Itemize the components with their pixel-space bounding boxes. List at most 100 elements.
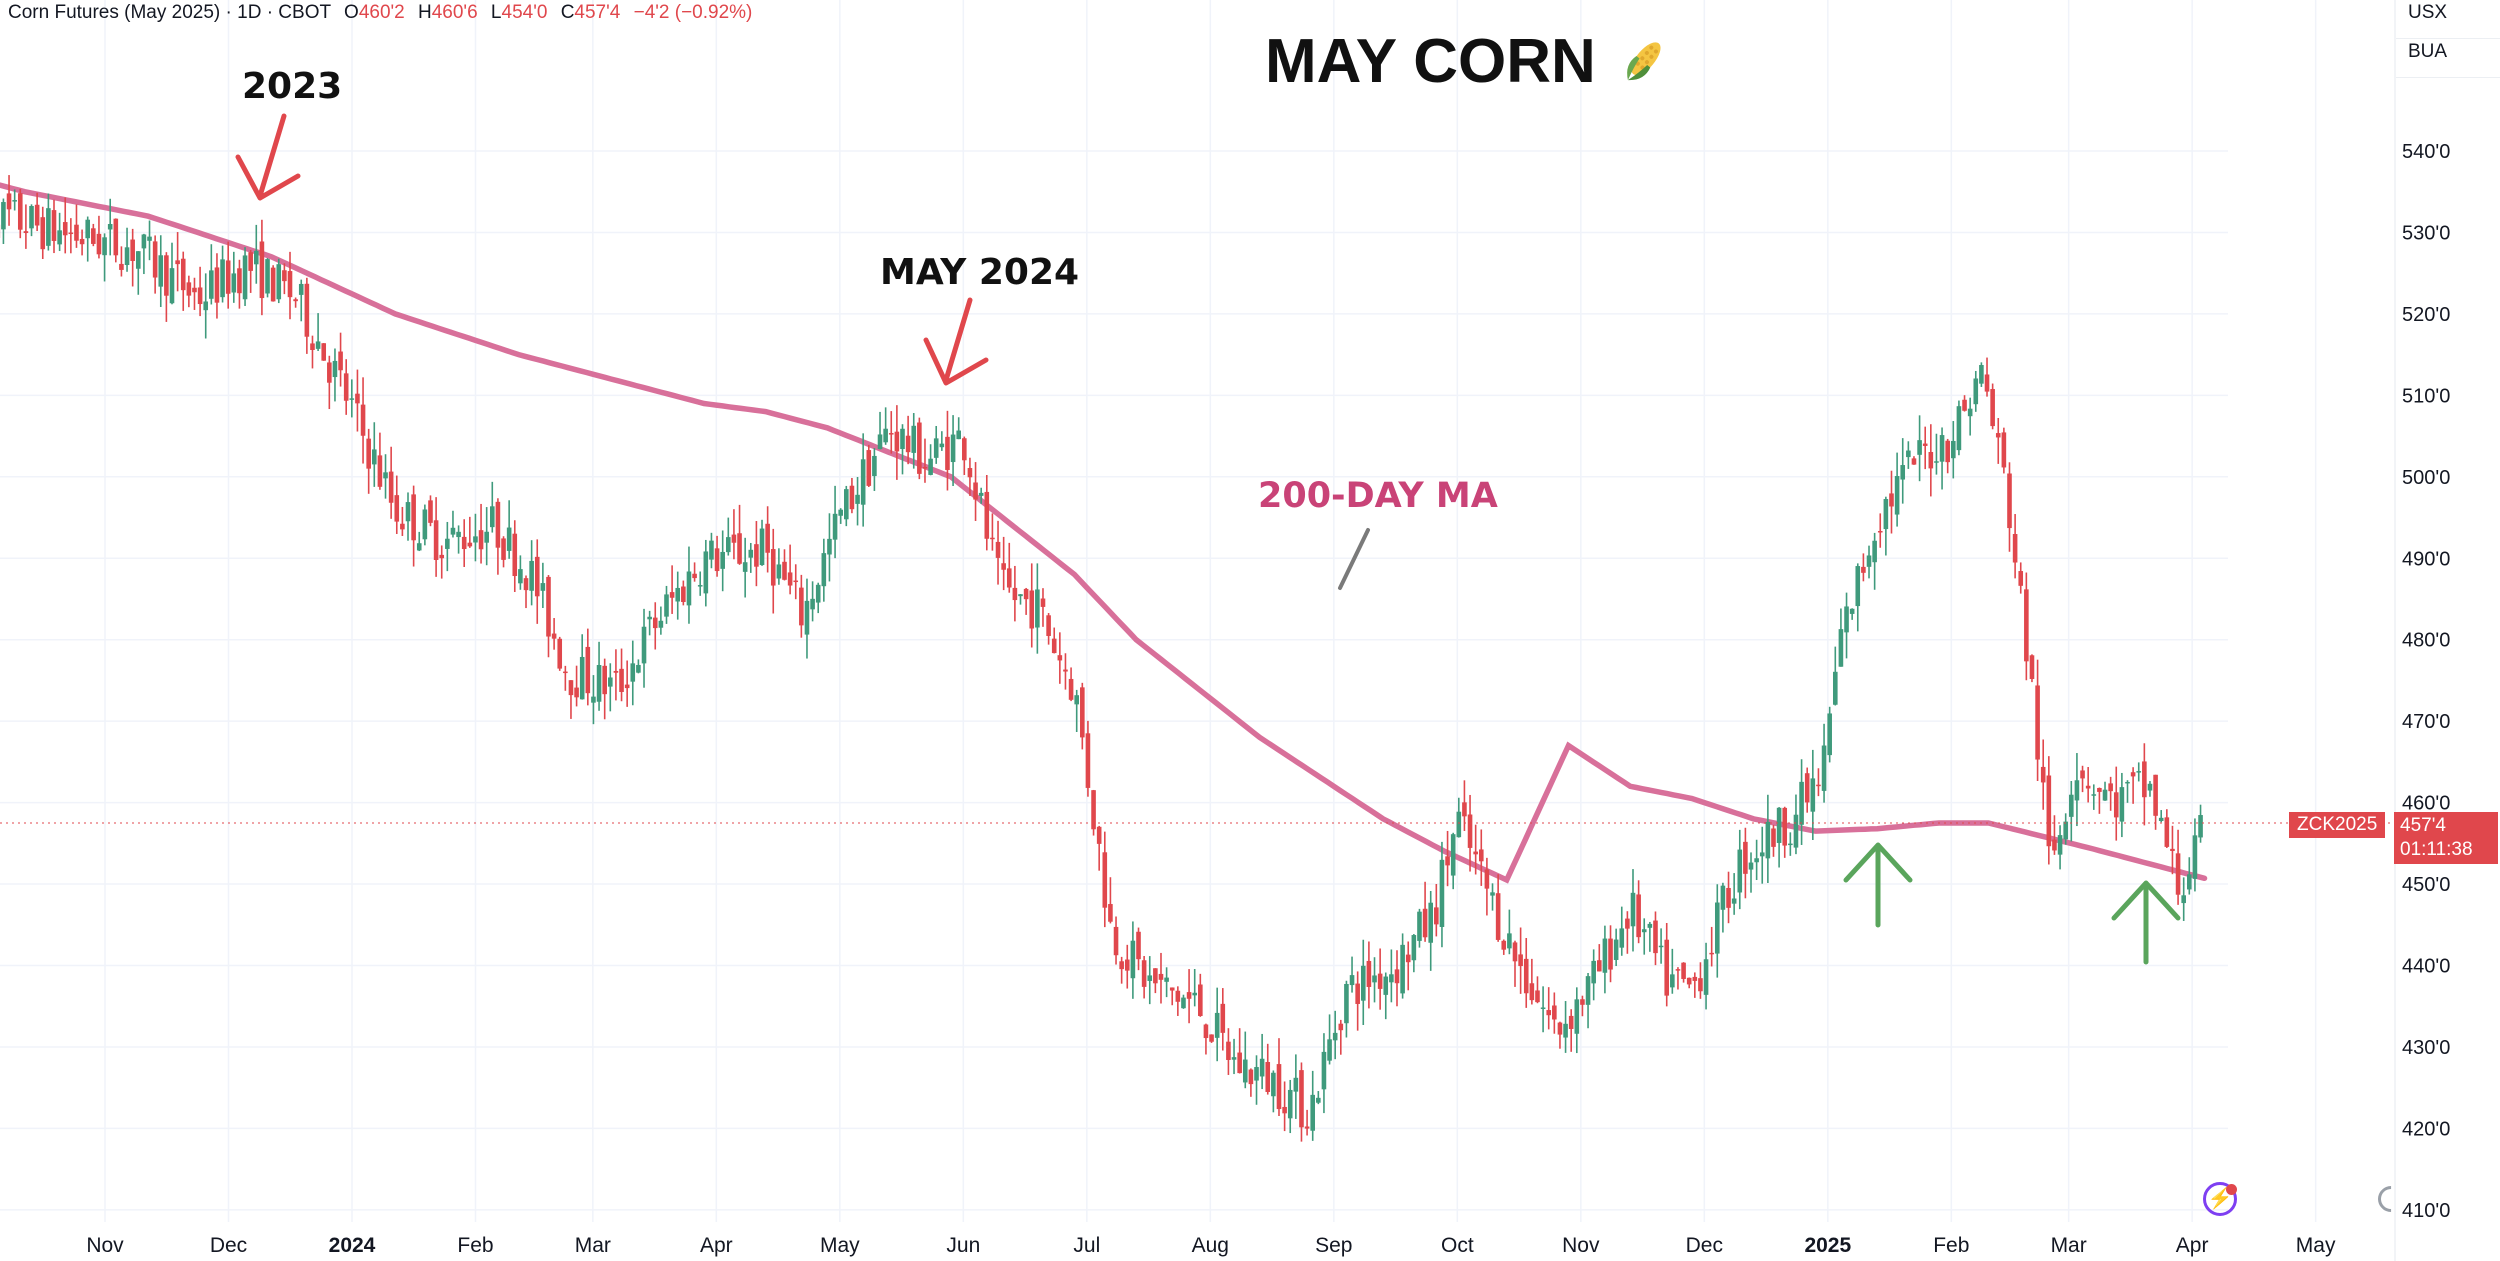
candle-body [29,206,34,229]
price-tick-label: 440'0 [2402,956,2450,978]
candle-body [1675,969,1681,971]
candle-body [1523,958,1529,994]
candle-body [192,287,197,293]
candle-body [1967,408,1973,417]
candle-body [1619,928,1625,948]
candle-body [1063,669,1068,672]
candle-body [2125,781,2130,784]
candle-body [1832,671,1838,705]
annotation-arrows [235,113,2181,965]
candle-body [1051,638,1057,654]
lightning-icon[interactable]: ⚡ [2203,1182,2237,1216]
candle-body [1490,892,1495,896]
candle-body [2001,432,2007,468]
candle-body [1417,911,1422,941]
green-arrow-2 [2111,880,2181,965]
candle-body [1366,960,1372,987]
candle-body [1287,1089,1293,1119]
candle-body [1973,378,1979,405]
candle-body [1686,977,1692,985]
candle-body [34,204,40,226]
candle-body [1304,1126,1310,1129]
candle-body [85,219,91,239]
candle-body [922,466,928,469]
candle-body [1175,990,1181,1002]
candle-body [2052,839,2057,851]
high-value: 460'6 [431,2,478,23]
candle-body [1529,983,1535,1001]
open-value: 460'2 [358,2,405,23]
candle-body [1765,821,1771,859]
candle-body [1147,975,1153,981]
time-tick-label: Jun [946,1234,980,1257]
candle-body [501,538,506,560]
candle-body [563,671,568,674]
candle-body [450,527,456,535]
corn-icon [1627,42,1661,81]
candle-body [62,222,68,236]
candle-body [804,600,810,635]
candle-body [990,537,995,540]
candle-body [737,533,742,564]
grid-lines [0,0,2317,1222]
candle-body [518,569,523,584]
candle-body [366,438,371,469]
candle-body [776,564,782,579]
candle-body [748,549,754,558]
candle-body [579,656,585,700]
unit-usx[interactable]: USX [2396,0,2500,39]
candle-body [124,247,130,266]
time-tick-label: Mar [2051,1234,2087,1257]
candle-body [428,500,433,523]
candle-body [1023,588,1029,600]
candle-body [1018,594,1023,597]
candle-body [1788,843,1793,846]
candle-body [506,527,512,551]
time-tick-label: Mar [575,1234,611,1257]
candle-body [119,263,124,270]
time-tick-label: Nov [1562,1234,1600,1257]
candle-body [1838,629,1844,667]
candle-body [1462,802,1467,817]
candle-body [422,509,428,540]
candlesticks [0,175,2203,1142]
candle-body [568,680,574,696]
candle-body [1810,778,1816,812]
last-price-value: 457'4 [2400,815,2446,836]
candle-body [2074,780,2080,801]
candle-body [1681,962,1686,979]
candle-body [1445,856,1450,866]
notification-dot [2226,1184,2237,1195]
candle-body [484,531,489,543]
time-axis[interactable]: Nov Dec 2024 Feb Mar Apr May Jun Jul Aug Sep Oct Nov… [86,1234,2336,1257]
candle-body [1501,940,1507,950]
symbol-legend[interactable]: Corn Futures (May 2025) · 1D · CBOT O460… [8,2,752,24]
candle-body [1984,374,1990,392]
candle-body [1130,940,1136,979]
candle-body [1209,1034,1214,1042]
candle-body [276,264,282,300]
candle-body [377,455,383,487]
candle-body [1855,566,1861,607]
candle-body [141,234,147,249]
candle-body [1091,790,1096,830]
candle-body [169,268,175,304]
candle-body [1625,918,1630,929]
candle-body [1203,1024,1209,1039]
candle-body [1906,450,1911,458]
candle-body [327,362,332,383]
candle-body [1568,1015,1574,1029]
candle-body [242,255,248,300]
candle-body [787,572,793,586]
candle-body [1231,1057,1237,1060]
price-axis[interactable]: 410'0 420'0 430'0 440'0 450'0 460'0 470'0 480'0… [2394,0,2450,1261]
candle-body [984,491,990,539]
unit-bua[interactable]: BUA [2396,39,2500,78]
candle-body [96,233,102,255]
candle-body [962,438,967,461]
candle-body [1844,606,1849,633]
candle-body [433,520,439,560]
candle-body [338,351,343,371]
candle-body [1922,443,1928,446]
